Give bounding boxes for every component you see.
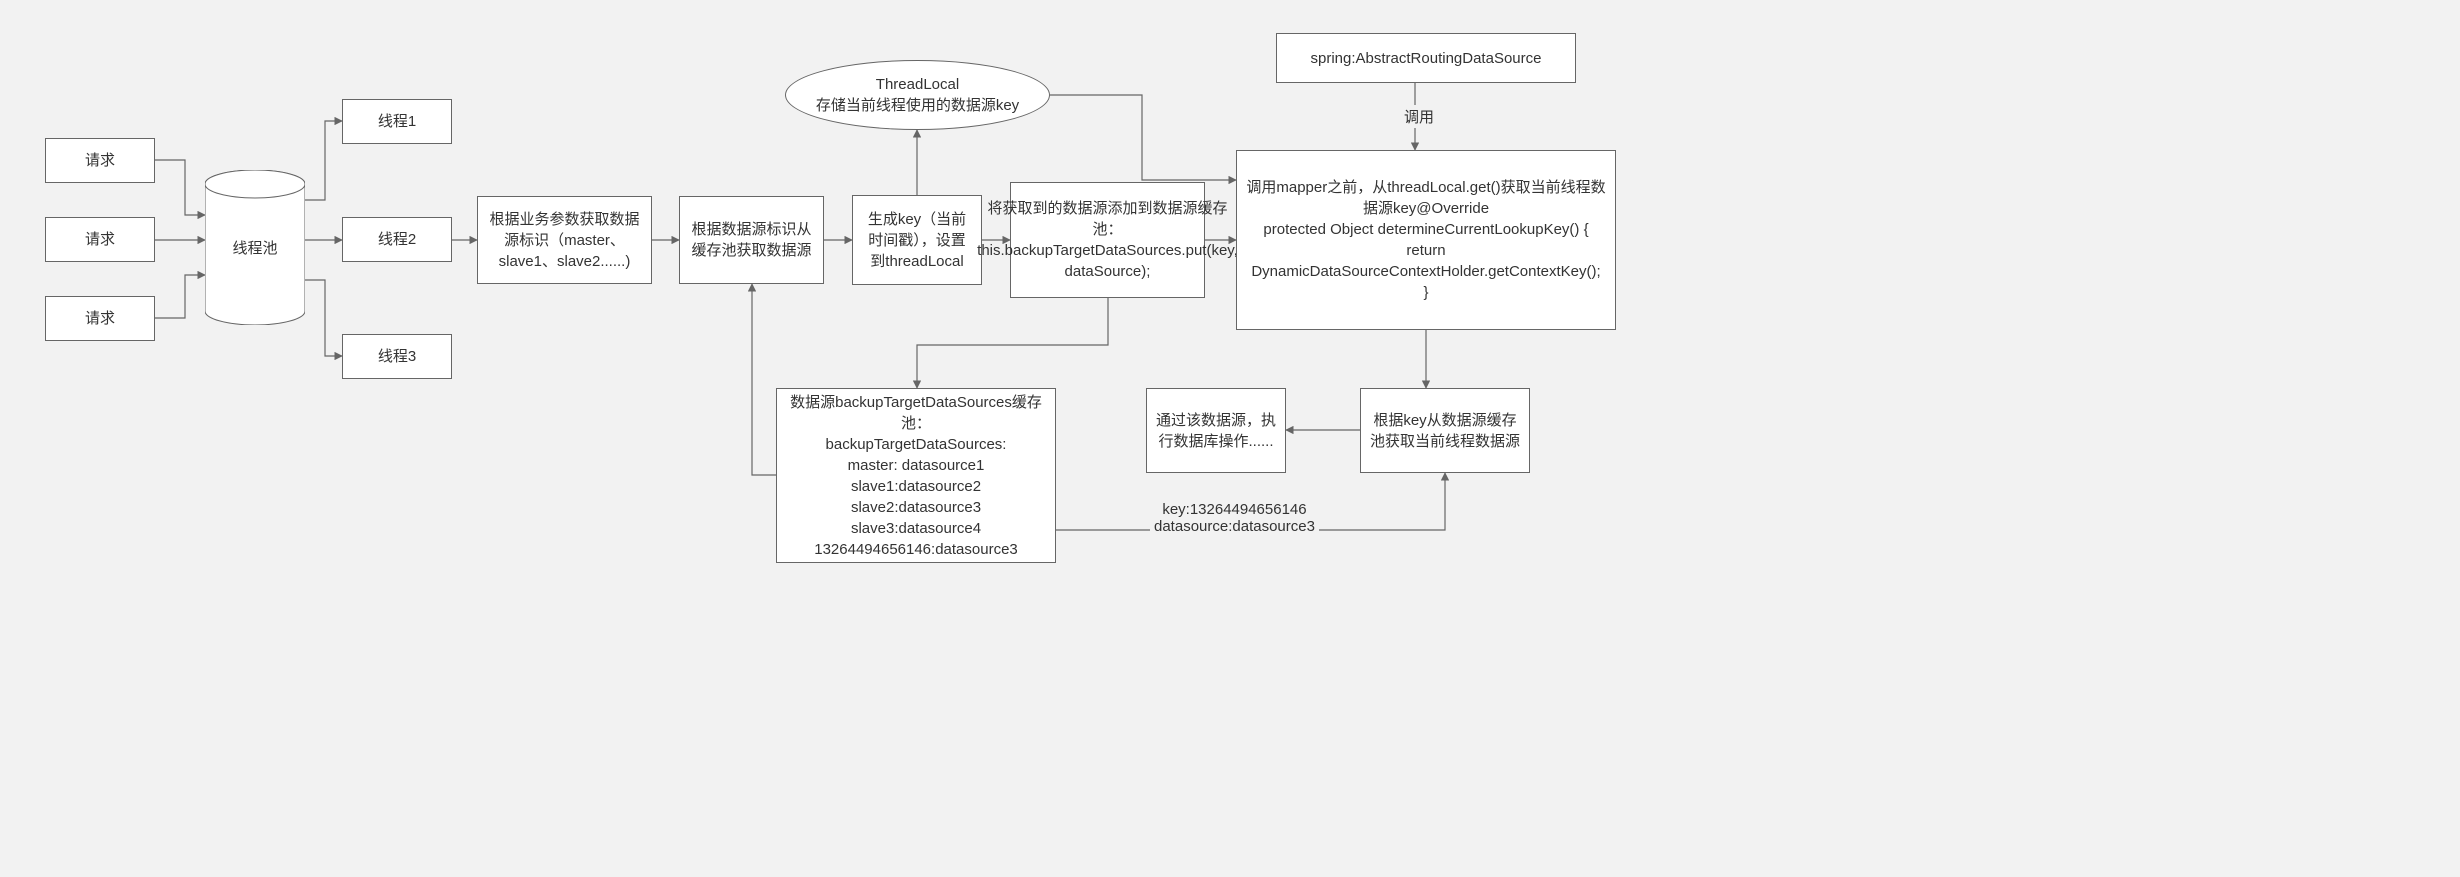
node-pool: 线程池 [205, 170, 305, 325]
node-req1: 请求 [45, 138, 155, 183]
edge-label-13: 调用 [1400, 105, 1438, 128]
edge-label-18: key:13264494656146 datasource:datasource… [1150, 500, 1319, 536]
node-backup: 数据源backupTargetDataSources缓存池： backupTar… [776, 388, 1056, 563]
node-genKey: 生成key（当前时间戳），设置到threadLocal [852, 195, 982, 285]
node-req3: 请求 [45, 296, 155, 341]
node-putCache: 将获取到的数据源添加到数据源缓存池：this.backupTargetDataS… [1010, 182, 1205, 298]
node-bizParam: 根据业务参数获取数据源标识（master、slave1、slave2......… [477, 196, 652, 284]
node-lookup: 调用mapper之前，从threadLocal.get()获取当前线程数据源ke… [1236, 150, 1616, 330]
node-label: 线程池 [232, 237, 277, 258]
edge-pool-th3 [305, 280, 342, 356]
node-th1: 线程1 [342, 99, 452, 144]
node-getByKey: 根据key从数据源缓存池获取当前线程数据源 [1360, 388, 1530, 473]
edge-threadLocal-lookup [1050, 95, 1236, 180]
node-threadLocal: ThreadLocal 存储当前线程使用的数据源key [785, 60, 1050, 130]
node-spring: spring:AbstractRoutingDataSource [1276, 33, 1576, 83]
node-th3: 线程3 [342, 334, 452, 379]
edge-req1-pool [155, 160, 205, 215]
edge-req3-pool [155, 275, 205, 318]
node-fromCache: 根据数据源标识从缓存池获取数据源 [679, 196, 824, 284]
node-th2: 线程2 [342, 217, 452, 262]
node-exec: 通过该数据源，执行数据库操作...... [1146, 388, 1286, 473]
edge-pool-th1 [305, 121, 342, 200]
node-req2: 请求 [45, 217, 155, 262]
diagram-canvas: 请求请求请求线程池线程1线程2线程3根据业务参数获取数据源标识（master、s… [0, 0, 2460, 877]
edge-backup-fromCache [752, 284, 776, 475]
edge-putCache-backup [917, 298, 1108, 388]
